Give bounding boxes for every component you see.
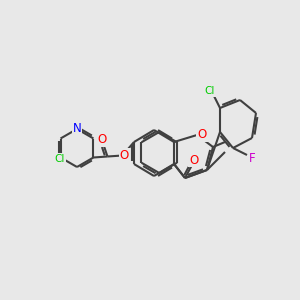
Text: F: F [249,152,255,164]
Text: Cl: Cl [54,154,65,164]
Text: O: O [98,133,107,146]
Text: O: O [120,149,129,162]
Text: O: O [189,154,199,166]
Text: O: O [197,128,207,142]
Text: Cl: Cl [205,86,215,96]
Text: N: N [73,122,81,134]
